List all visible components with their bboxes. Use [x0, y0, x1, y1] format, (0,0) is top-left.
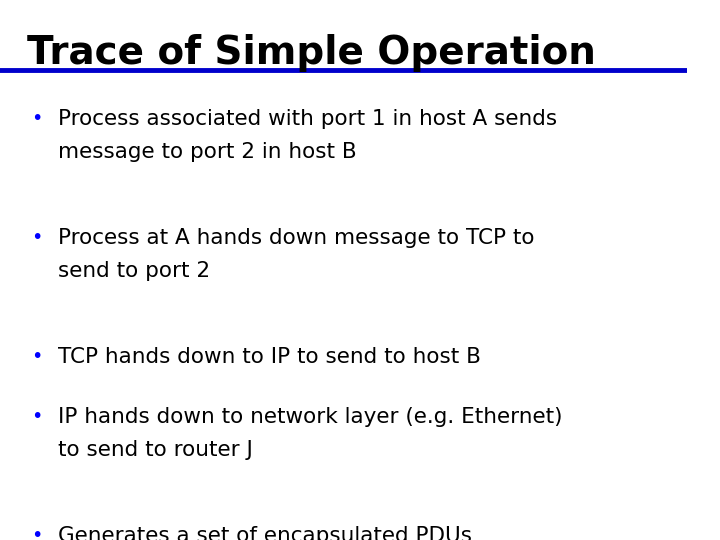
Text: •: •	[31, 109, 42, 128]
Text: IP hands down to network layer (e.g. Ethernet): IP hands down to network layer (e.g. Eth…	[58, 407, 563, 427]
Text: message to port 2 in host B: message to port 2 in host B	[58, 141, 357, 161]
Text: Trace of Simple Operation: Trace of Simple Operation	[27, 34, 596, 72]
Text: send to port 2: send to port 2	[58, 261, 210, 281]
Text: Process associated with port 1 in host A sends: Process associated with port 1 in host A…	[58, 109, 557, 129]
Text: Generates a set of encapsulated PDUs: Generates a set of encapsulated PDUs	[58, 526, 472, 540]
Text: •: •	[31, 228, 42, 247]
Text: Process at A hands down message to TCP to: Process at A hands down message to TCP t…	[58, 228, 535, 248]
Text: •: •	[31, 407, 42, 426]
Text: •: •	[31, 526, 42, 540]
Text: •: •	[31, 347, 42, 366]
Text: TCP hands down to IP to send to host B: TCP hands down to IP to send to host B	[58, 347, 481, 367]
Text: to send to router J: to send to router J	[58, 440, 253, 460]
